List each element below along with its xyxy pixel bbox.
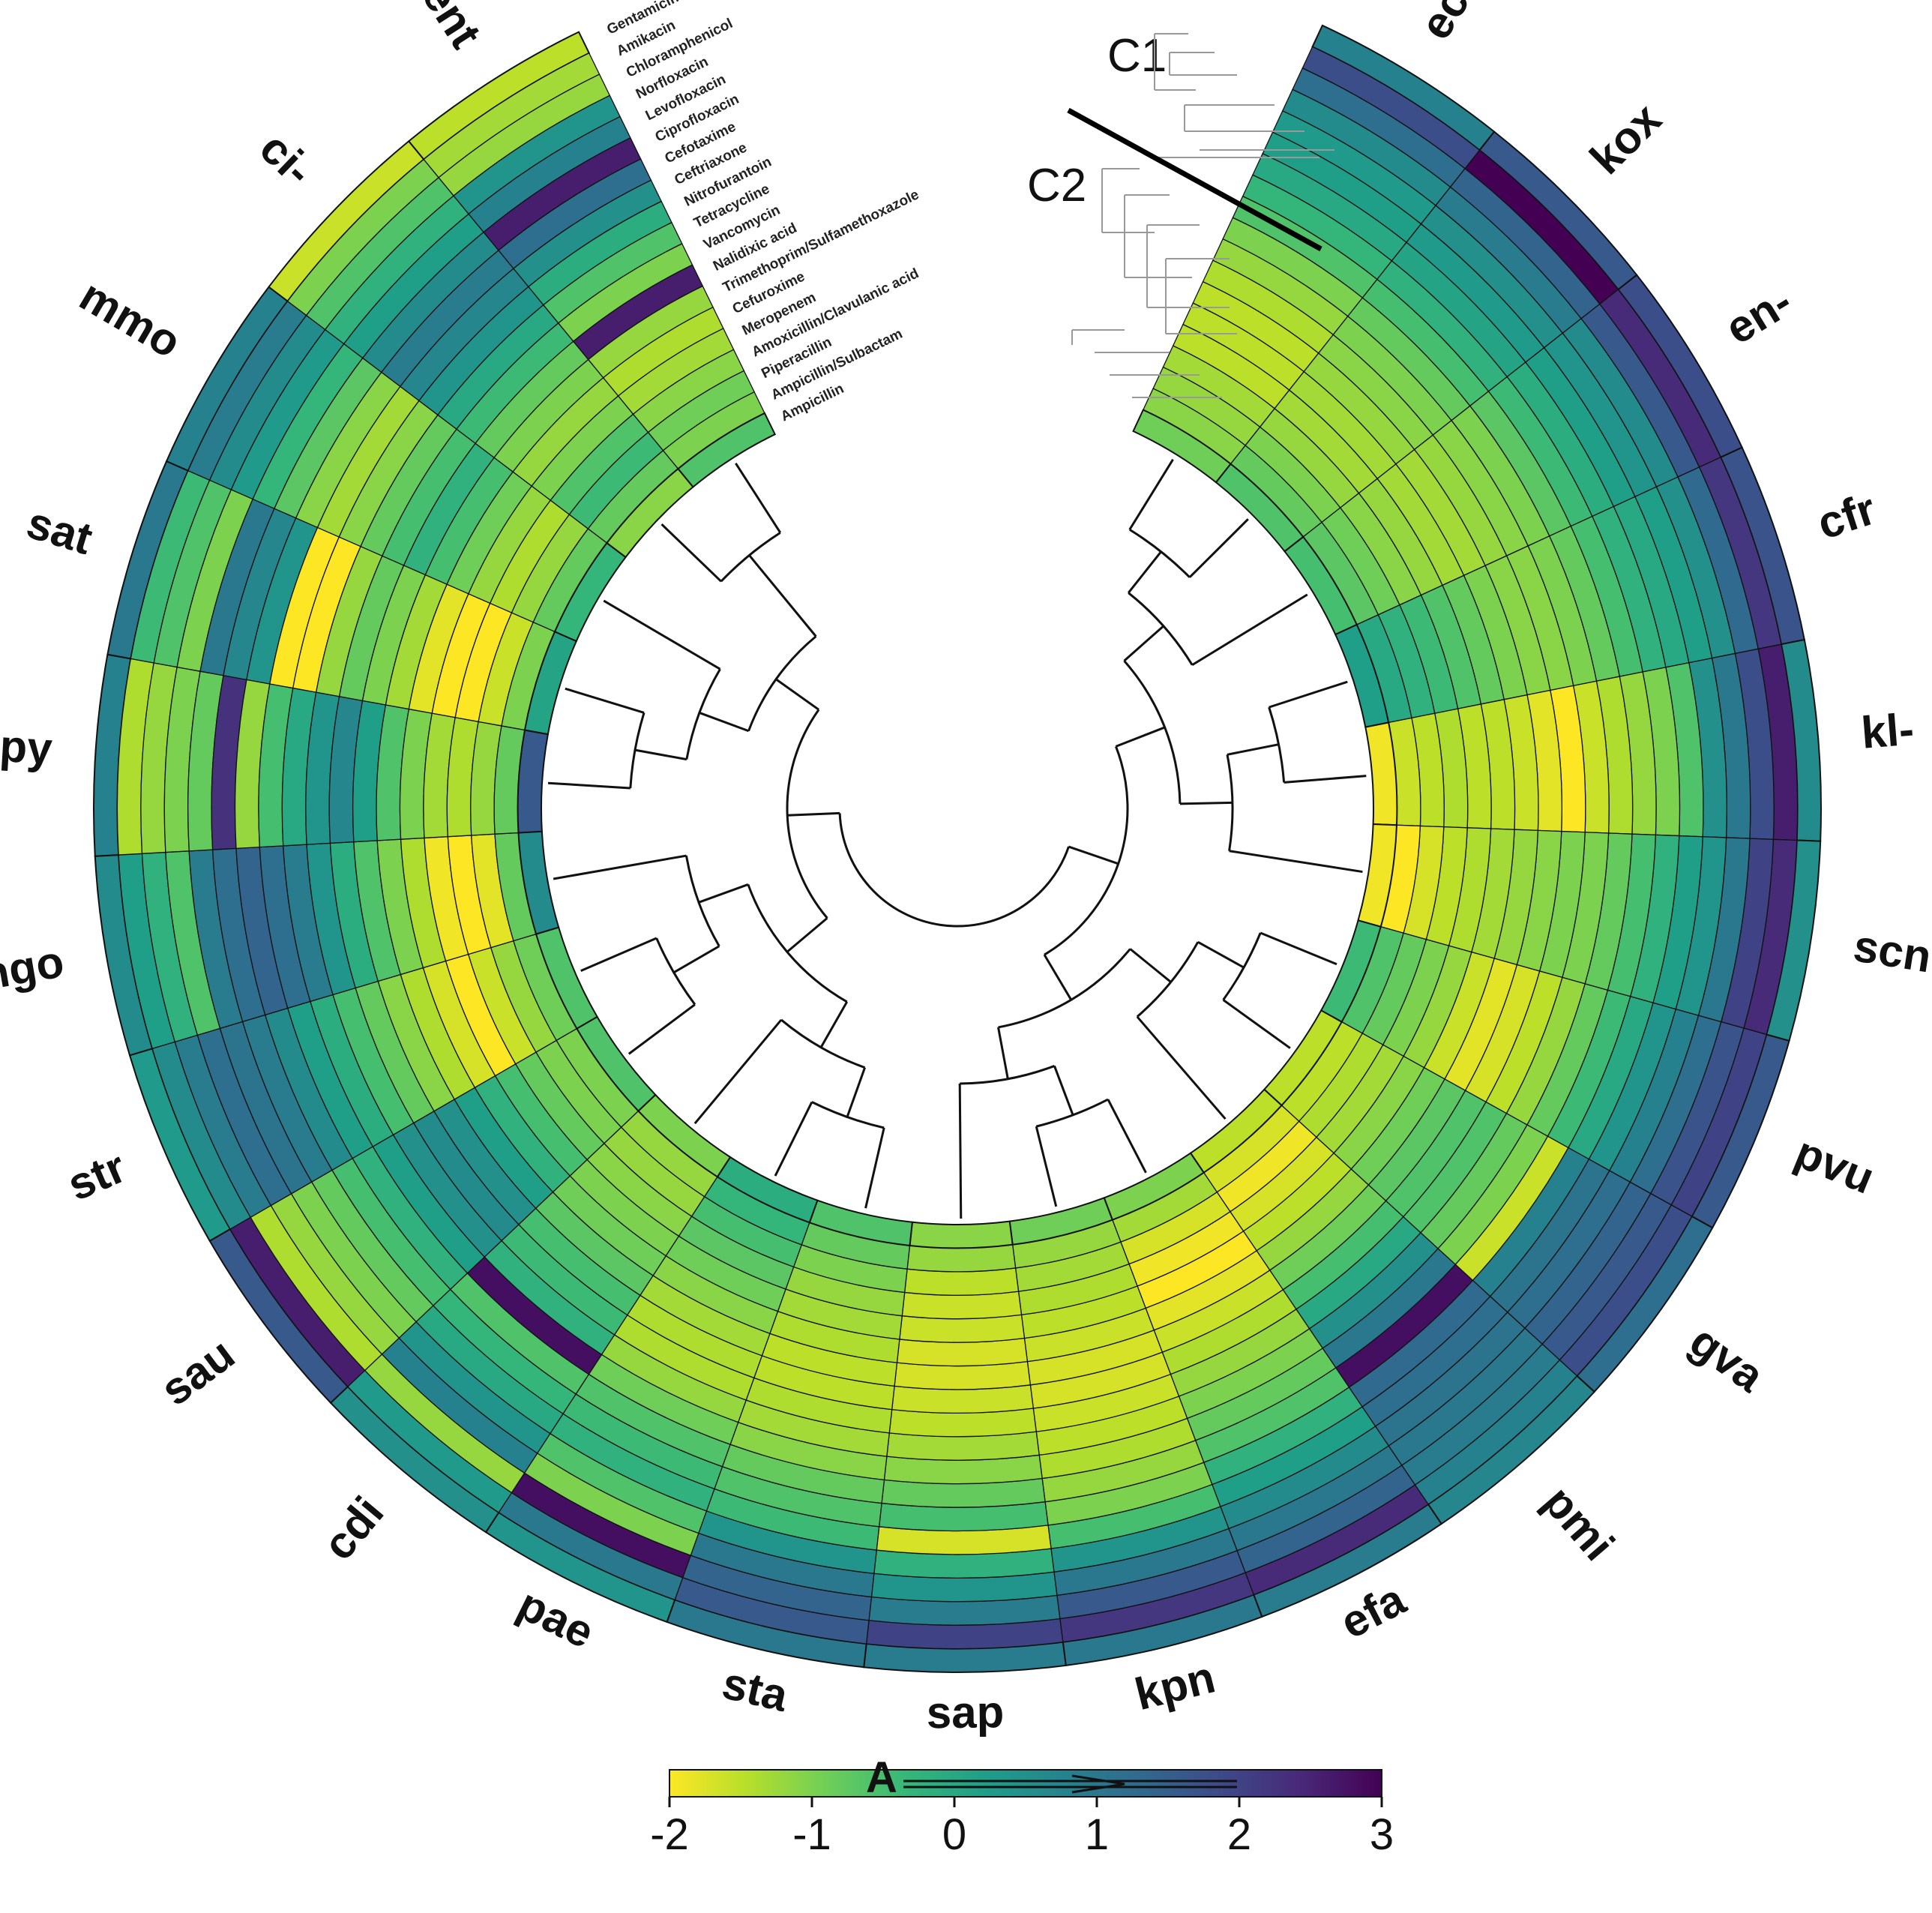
color-legend-bar [669,1769,1382,1798]
tree-branch [1227,743,1279,756]
legend-arrow [903,1774,1237,1794]
tree-branch [547,781,631,790]
legend-tick-label: 3 [1370,1810,1394,1859]
tree-branch [819,1001,849,1048]
heatmap-cell-ent-18 [677,412,777,488]
color-legend: A -2 -1 0 1 2 3 [650,1753,1394,1859]
species-label-sap: sap [927,1687,1005,1738]
tree-branch [698,883,749,904]
legend-tick-label: 0 [942,1810,966,1859]
species-label-ent: ent [412,0,491,57]
tree-branch [1222,999,1291,1049]
tree-branch [846,1067,866,1118]
tree-branch [693,1018,783,1125]
tree-arc [629,712,645,789]
tree-branch [1284,775,1367,784]
tree-branch [1269,680,1348,709]
tree-branch [1229,850,1363,874]
tree-branch [958,1083,963,1219]
tree-branch [1260,931,1337,966]
species-label-pvu: pvu [1788,1126,1881,1203]
tree-branch [1136,1015,1227,1120]
tree-branch [997,1027,1009,1080]
species-label-spy: spy [0,719,54,774]
tree-branch [1179,801,1233,805]
tree-branch [1043,954,1073,1001]
legend-tick-label: 2 [1227,1810,1251,1859]
species-label-sat: sat [21,497,98,564]
cluster-cut-line [1067,107,1322,252]
species-label-ngo: ngo [0,936,67,1000]
dendrogram-tree [547,458,1367,1219]
tree-arc [786,709,828,919]
tree-branch [786,917,828,953]
tree-branch [580,937,657,972]
heatmap-cell-spy-18 [517,729,550,834]
tree-branch [1053,1065,1074,1116]
tree-branch [1129,948,1172,983]
species-label-kpn: kpn [1130,1652,1220,1720]
legend-tick-label: -1 [792,1810,831,1859]
tree-arc [1128,528,1191,578]
tree-branch [672,945,720,974]
tree-branch [864,1127,885,1209]
tree-arc [1268,706,1286,783]
species-label-pmi: pmi [1534,1477,1624,1570]
tree-branch [1107,1099,1147,1174]
tree-branch [660,523,722,583]
species-label-scn: scn [1850,920,1932,982]
tree-branch [748,554,817,637]
species-label-cfr: cfr [1811,484,1882,549]
tree-branch [1191,593,1308,666]
legend-tick-label: -2 [650,1810,689,1859]
tree-arc [1044,745,1129,956]
tree-branch [553,854,687,880]
tree-arc [838,813,1070,928]
tree-branch [775,678,819,711]
tree-branch [1127,550,1162,594]
species-label-kl-: kl- [1859,704,1916,758]
species-label-str: str [60,1141,133,1210]
clade-label-c1: C1 [1107,30,1167,82]
tree-arc [720,532,781,583]
species-label-kox: kox [1580,94,1671,184]
species-label-sta: sta [717,1657,792,1721]
tree-branch [699,712,750,733]
tree-branch [1068,845,1119,865]
tree-branch [565,687,645,714]
tree-branch [1197,940,1245,969]
tree-branch [634,748,687,761]
tree-branch [787,811,840,817]
tree-branch [1128,458,1174,531]
species-label-gva: gva [1681,1315,1774,1402]
tree-branch [1188,518,1249,578]
species-label-efa: efa [1332,1573,1413,1648]
legend-tick-label: 1 [1085,1810,1109,1859]
tree-branch [1115,726,1166,748]
species-label-eco: eco [1410,0,1493,48]
clade-dendrogram: C1 C2 [1027,30,1334,398]
legend-title: A [866,1753,897,1802]
tree-branch [735,462,782,534]
heatmap-cell-sap-18 [909,1220,1014,1249]
species-label-cdi: cdi [313,1487,394,1569]
heatmap-ring [93,24,1822,1673]
tree-arc [811,1101,885,1129]
species-label-mmo: mmo [71,270,190,367]
tree-branch [603,599,721,670]
tree-branch [1123,625,1164,662]
tree-branch [628,1003,696,1055]
species-label-pae: pae [510,1579,601,1658]
tree-branch [1035,1126,1058,1207]
species-label-ci-: ci- [250,123,323,196]
clade-label-c2: C2 [1027,160,1086,211]
species-label-sau: sau [151,1329,244,1416]
tree-branch [774,1101,813,1177]
species-label-en-: en- [1717,276,1801,354]
